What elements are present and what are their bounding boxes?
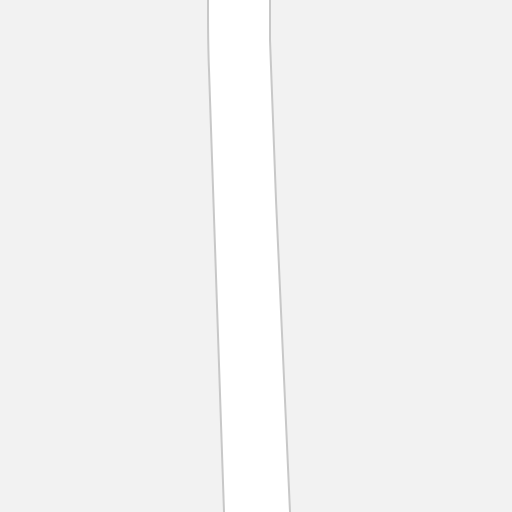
road[interactable] [209, 0, 289, 512]
